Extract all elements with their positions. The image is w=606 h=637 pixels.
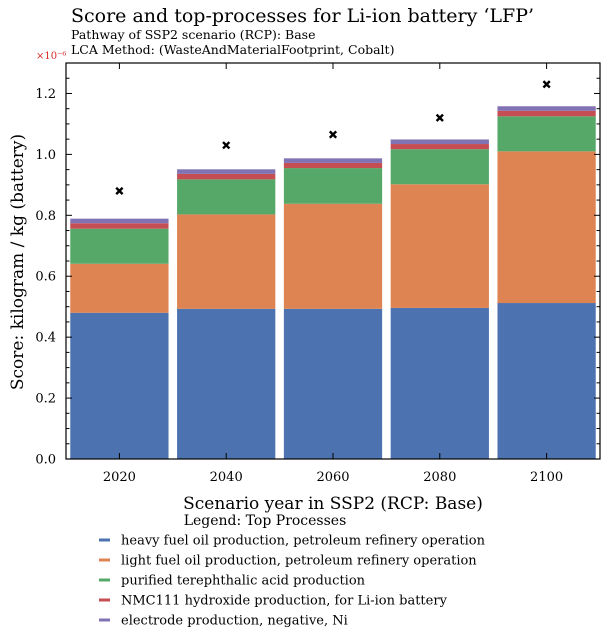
plot-frame <box>65 62 601 460</box>
x-axis: 2020 2040 2060 2080 2100 <box>103 63 563 485</box>
bar-2100-series-0 <box>497 303 596 459</box>
bar-2080-series-2 <box>390 149 489 185</box>
bar-2040-series-4 <box>177 169 276 174</box>
x-tick-label-2060: 2060 <box>316 470 349 485</box>
y-axis: 0.0 0.2 0.4 0.6 0.8 1.0 1.2 <box>35 62 600 468</box>
bar-2060-series-0 <box>283 308 383 459</box>
bar-2060-series-3 <box>283 162 383 169</box>
bar-2060-series-1 <box>283 203 383 309</box>
bar-2100-series-3 <box>497 110 596 117</box>
bar-2060-series-2 <box>283 168 383 204</box>
bar-2020-series-1 <box>70 263 169 313</box>
y-tick-label: 0.4 <box>35 331 56 346</box>
bar-2040-series-2 <box>177 179 276 215</box>
bar-2100-series-1 <box>497 151 596 304</box>
legend-label-3: NMC111 hydroxide production, for Li-ion … <box>121 594 448 609</box>
bar-2020-series-2 <box>70 228 169 264</box>
y-tick-label: 1.2 <box>35 87 56 102</box>
bar-2100-series-2 <box>497 116 596 152</box>
bar-2040-series-1 <box>177 214 276 309</box>
legend-label-2: purified terephthalic acid production <box>121 574 366 589</box>
bar-2080-series-4 <box>390 139 489 145</box>
total-marker-2060 <box>328 130 338 139</box>
y-axis-offset-label: ×10⁻⁶ <box>36 51 66 62</box>
x-tick-label-2080: 2080 <box>423 470 456 485</box>
y-tick-label: 0.6 <box>35 270 56 285</box>
y-tick-label: 0.0 <box>35 453 56 468</box>
bar-2020-series-0 <box>70 312 169 459</box>
legend: heavy fuel oil production, petroleum ref… <box>99 534 486 629</box>
total-marker-2040 <box>222 141 231 150</box>
bar-2040-series-3 <box>177 173 276 180</box>
x-tick-label-2040: 2040 <box>210 470 243 485</box>
total-marker-2100 <box>542 80 551 89</box>
x-axis-label: Scenario year in SSP2 (RCP: Base) <box>183 494 483 514</box>
bar-2060-series-4 <box>283 158 383 163</box>
y-axis-label: Score: kilogram / kg (battery) <box>8 134 28 390</box>
bar-2080-series-1 <box>390 184 489 308</box>
markers-layer <box>115 80 551 195</box>
bar-2080-series-3 <box>390 144 489 150</box>
bar-2100-series-4 <box>497 106 596 111</box>
bar-2080-series-0 <box>390 307 489 459</box>
total-marker-2020 <box>115 186 124 195</box>
bars-layer <box>70 106 596 459</box>
chart-subtitle-line-2: LCA Method: (WasteAndMaterialFootprint, … <box>71 42 394 57</box>
y-tick-label: 0.8 <box>35 209 56 224</box>
legend-label-4: electrode production, negative, Ni <box>121 614 348 629</box>
y-tick-label: 0.2 <box>35 392 56 407</box>
legend-title: Legend: Top Processes <box>184 513 347 529</box>
y-tick-label: 1.0 <box>35 148 56 163</box>
x-tick-label-2100: 2100 <box>530 470 563 485</box>
chart-title: Score and top-processes for Li-ion batte… <box>71 5 534 27</box>
bar-2020-series-3 <box>70 223 169 229</box>
chart-subtitle-line-1: Pathway of SSP2 scenario (RCP): Base <box>71 27 316 42</box>
x-tick-label-2020: 2020 <box>103 470 136 485</box>
legend-label-1: light fuel oil production, petroleum ref… <box>121 554 477 569</box>
bar-2040-series-0 <box>177 308 276 459</box>
total-marker-2080 <box>435 113 444 122</box>
legend-label-0: heavy fuel oil production, petroleum ref… <box>121 534 486 549</box>
bar-2020-series-4 <box>70 218 169 224</box>
